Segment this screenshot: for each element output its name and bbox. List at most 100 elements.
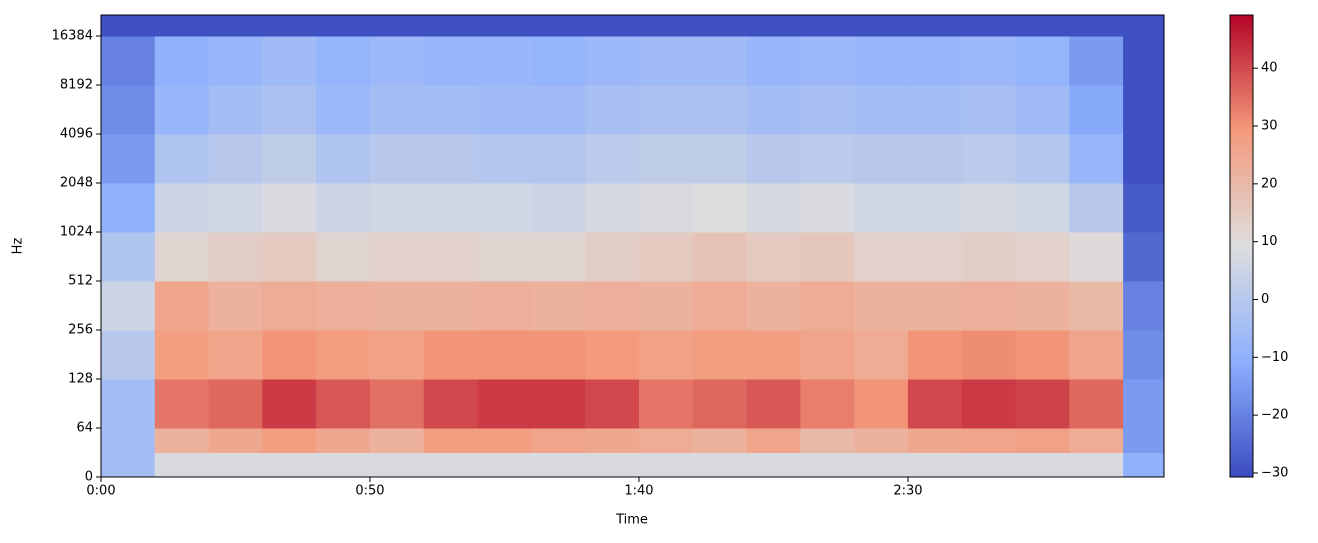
cell: [961, 35, 1017, 86]
cell: [585, 182, 640, 233]
cell: [800, 329, 855, 380]
cell: [1015, 378, 1070, 429]
cell: [316, 280, 371, 331]
cell: [1015, 84, 1070, 135]
cell: [154, 15, 210, 37]
cell: [423, 84, 479, 135]
cell: [961, 378, 1017, 429]
cell: [907, 280, 963, 331]
cell: [854, 427, 909, 453]
cell: [746, 231, 801, 282]
cell: [961, 427, 1017, 453]
cell: [262, 35, 317, 86]
cell: [369, 133, 425, 184]
cell: [1123, 182, 1165, 233]
x-tick-label: 0:00: [86, 484, 115, 499]
cell: [531, 231, 586, 282]
cell: [477, 427, 532, 453]
cell: [638, 133, 694, 184]
cell: [638, 231, 694, 282]
cell: [208, 231, 263, 282]
cell: [907, 133, 963, 184]
cell: [907, 427, 963, 453]
cell: [1069, 133, 1124, 184]
cell: [854, 378, 909, 429]
colorbar-tick-label: 0: [1261, 292, 1269, 307]
cell: [854, 182, 909, 233]
cell: [423, 452, 479, 478]
cell: [531, 427, 586, 453]
cell: [262, 84, 317, 135]
cell: [585, 329, 640, 380]
colorbar: [1229, 14, 1254, 478]
cell: [961, 329, 1017, 380]
cell: [262, 427, 317, 453]
cell: [531, 329, 586, 380]
x-tick-label: 0:50: [355, 484, 384, 499]
cell: [800, 15, 855, 37]
colorbar-tick-label: −10: [1261, 350, 1288, 365]
cell: [477, 280, 532, 331]
y-tick-label: 4096: [60, 126, 93, 141]
cell: [1123, 452, 1165, 478]
cell: [638, 84, 694, 135]
cell: [423, 15, 479, 37]
cell: [907, 231, 963, 282]
cell: [531, 182, 586, 233]
cell: [1015, 182, 1070, 233]
y-tick-label: 2048: [60, 175, 93, 190]
cell: [1069, 182, 1124, 233]
cell: [1069, 280, 1124, 331]
cell: [101, 329, 156, 380]
cell: [961, 84, 1017, 135]
cell: [477, 378, 532, 429]
cell: [585, 133, 640, 184]
cell: [369, 378, 425, 429]
cell: [638, 452, 694, 478]
cell: [423, 280, 479, 331]
cell: [1069, 84, 1124, 135]
cell: [101, 15, 156, 37]
cell: [1015, 35, 1070, 86]
cell: [531, 280, 586, 331]
cell: [101, 84, 156, 135]
cell: [907, 182, 963, 233]
x-tick-label: 2:30: [893, 484, 922, 499]
cell: [585, 452, 640, 478]
cell: [800, 231, 855, 282]
cell: [154, 84, 210, 135]
cell: [961, 452, 1017, 478]
cell: [1123, 378, 1165, 429]
cell: [316, 182, 371, 233]
cell: [369, 35, 425, 86]
cell: [531, 84, 586, 135]
cell: [746, 84, 801, 135]
cell: [692, 329, 748, 380]
cell: [638, 280, 694, 331]
cell: [907, 329, 963, 380]
cell: [154, 133, 210, 184]
cell: [208, 35, 263, 86]
cell: [1069, 35, 1124, 86]
cell: [746, 35, 801, 86]
y-tick-label: 64: [76, 420, 93, 435]
cell: [585, 280, 640, 331]
cell: [208, 378, 263, 429]
cell: [208, 133, 263, 184]
cell: [101, 280, 156, 331]
cell: [961, 231, 1017, 282]
cell: [423, 182, 479, 233]
y-tick-label: 1024: [60, 224, 93, 239]
cell: [800, 84, 855, 135]
cell: [1123, 133, 1165, 184]
cell: [531, 452, 586, 478]
cell: [1123, 427, 1165, 453]
cell: [1123, 35, 1165, 86]
cell: [907, 452, 963, 478]
cell: [477, 15, 532, 37]
cell: [585, 84, 640, 135]
cell: [638, 182, 694, 233]
cell: [101, 133, 156, 184]
cell: [262, 231, 317, 282]
cell: [477, 84, 532, 135]
